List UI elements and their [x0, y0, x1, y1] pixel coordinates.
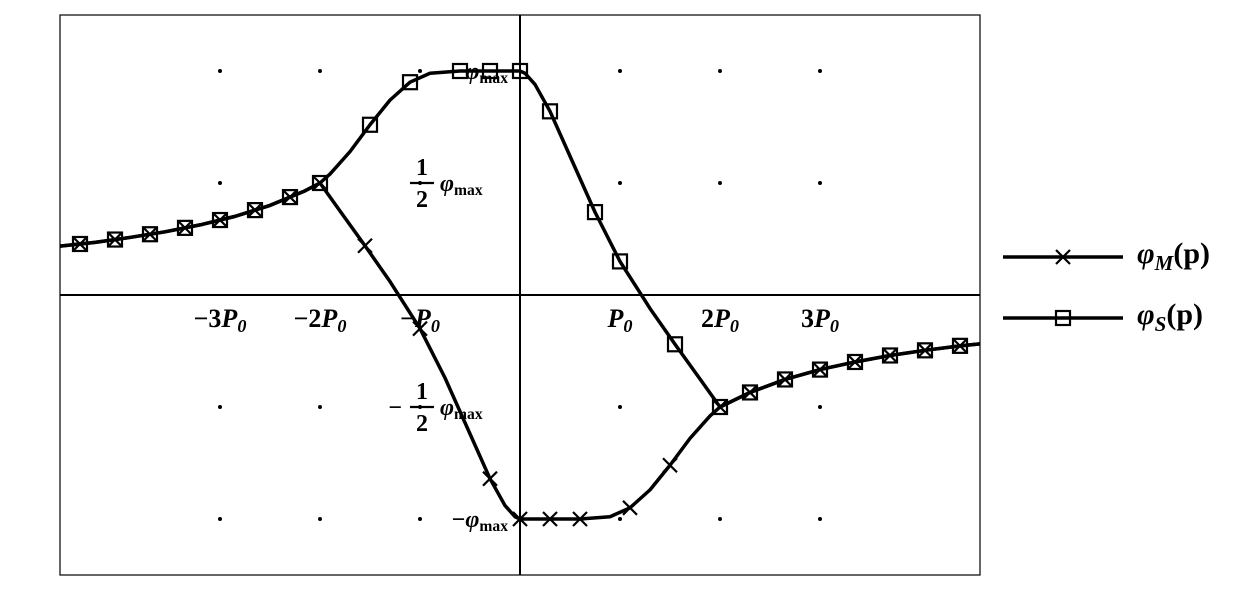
svg-text:−: − — [388, 395, 402, 421]
legend: φM(p) φS(p) — [1003, 215, 1210, 359]
svg-text:1: 1 — [416, 379, 428, 405]
svg-text:−3P0: −3P0 — [194, 304, 247, 336]
svg-text:−φmax: −φmax — [452, 507, 509, 535]
legend-label: φS(p) — [1137, 298, 1203, 337]
legend-item: φM(p) — [1003, 237, 1210, 276]
legend-label: φM(p) — [1137, 237, 1210, 276]
svg-text:2: 2 — [416, 411, 428, 437]
svg-text:P0: P0 — [607, 304, 633, 336]
svg-text:1: 1 — [416, 155, 428, 181]
svg-text:2P0: 2P0 — [701, 304, 739, 336]
y-label: 1 2 φmax — [410, 155, 483, 213]
legend-item: φS(p) — [1003, 298, 1210, 337]
svg-text:2: 2 — [416, 187, 428, 213]
svg-text:φmax: φmax — [440, 171, 483, 199]
svg-text:3P0: 3P0 — [801, 304, 839, 336]
y-label: −φmax — [452, 507, 509, 535]
svg-text:−2P0: −2P0 — [294, 304, 347, 336]
